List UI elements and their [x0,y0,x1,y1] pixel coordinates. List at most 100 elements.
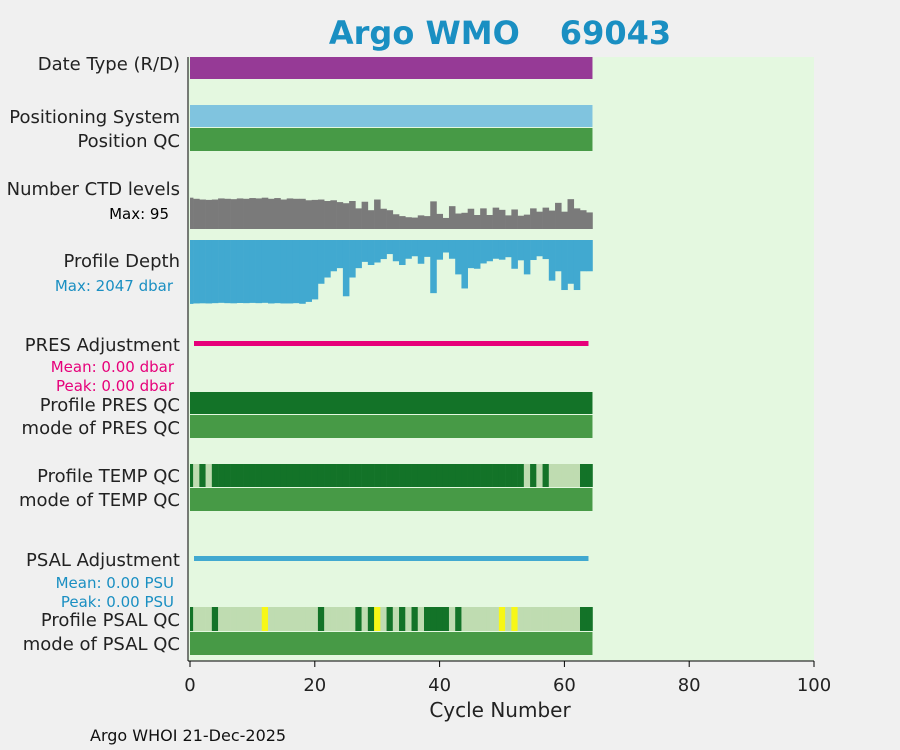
ctd-levels-bar [305,200,312,229]
row-label-mode-temp-qc: mode of TEMP QC [19,490,180,511]
profile-psal-qc-cell [261,607,269,631]
x-axis-ticks: 0 20 40 60 80 100 [184,661,831,696]
profile-depth-bar [480,240,487,264]
profile-depth-bar [349,240,356,278]
profile-temp-qc-cell [561,464,568,487]
x-tick-label: 0 [184,675,195,696]
ctd-levels-bar [355,208,362,229]
ctd-levels-bar [230,199,238,229]
row-label-profile-psal-qc: Profile PSAL QC [41,610,180,631]
profile-depth-bar [199,240,206,304]
profile-depth-bar [548,240,556,281]
psal-adjustment-line [194,556,589,561]
profile-temp-qc-cell [349,464,356,487]
ctd-levels-bar [424,216,431,229]
profile-depth-bar [586,240,593,272]
ctd-levels-bar [199,199,206,229]
profile-psal-qc-cell [542,607,550,631]
profile-psal-qc-cell [374,607,381,631]
row-label-mode-pres-qc: mode of PRES QC [22,418,180,439]
row-label-psal-adjustment: PSAL Adjustment [26,550,180,571]
profile-temp-qc-cell [330,464,337,487]
profile-temp-qc-cell [580,464,587,487]
profile-psal-qc-cell [523,607,531,631]
ctd-levels-bar [205,199,213,229]
ctd-levels-bar [292,198,300,229]
profile-depth-bar [361,240,369,262]
profile-depth-bar [461,240,468,289]
ctd-levels-bar [417,215,425,229]
profile-depth-bar [455,240,462,275]
ctd-levels-bar [324,201,331,229]
profile-temp-qc-cell [268,464,275,487]
mode-pres-qc-bar [190,415,593,438]
profile-temp-qc-cell [193,464,200,487]
row-label-number-ctd-levels: Number CTD levels [7,179,180,200]
profile-depth-bar [255,240,263,304]
chart-marks [190,57,593,655]
ctd-levels-bar [218,198,225,229]
row-label-date-type: Date Type (R/D) [38,54,180,75]
row-label-profile-pres-qc: Profile PRES QC [40,395,180,416]
profile-psal-qc-cell [342,607,350,631]
profile-temp-qc-cell [498,464,506,487]
stat-ctd-max: Max: 95 [109,205,169,223]
profile-psal-qc-cell [230,607,238,631]
row-label-position-qc: Position QC [77,131,180,152]
profile-psal-qc-cell [249,607,256,631]
ctd-levels-bar [586,212,593,229]
profile-temp-qc-cell [342,464,350,487]
profile-depth-bar [498,240,506,260]
ctd-levels-bar [268,198,275,229]
profile-depth-bar [330,240,337,272]
profile-psal-qc-cell [317,607,325,631]
profile-psal-qc-cell [455,607,462,631]
pres-adjustment-line [194,341,589,346]
profile-psal-qc-cell [530,607,537,631]
ctd-levels-bar [411,217,419,229]
ctd-levels-bar [530,208,537,229]
profile-psal-qc-cell [442,607,450,631]
ctd-levels-bar [455,213,462,229]
profile-temp-qc-cell [405,464,412,487]
profile-psal-qc-cell [336,607,344,631]
ctd-levels-bar [190,197,194,229]
profile-depth-bar [573,240,581,291]
profile-psal-qc-cell [467,607,475,631]
profile-temp-qc-cell [486,464,493,487]
profile-psal-qc-cell [555,607,562,631]
ctd-levels-bar [193,198,200,229]
profile-temp-qc-cell [542,464,550,487]
ctd-levels-bar [336,202,344,229]
ctd-levels-bar [473,215,481,229]
profile-temp-qc-cell [448,464,456,487]
ctd-levels-bar [542,207,550,229]
profile-temp-qc-cell [505,464,512,487]
profile-depth-bar [230,240,238,304]
row-label-positioning-system: Positioning System [9,107,180,128]
profile-depth-bar [305,240,312,302]
profile-depth-bar [355,240,362,269]
profile-temp-qc-cell [224,464,231,487]
profile-psal-qc-cell [299,607,306,631]
profile-depth-bar [299,240,306,304]
profile-depth-bar [561,240,568,291]
profile-psal-qc-cell [292,607,300,631]
profile-depth-bar [492,240,500,259]
profile-temp-qc-cell [442,464,450,487]
profile-temp-qc-cell [255,464,263,487]
profile-psal-qc-cell [361,607,369,631]
profile-psal-qc-cell [492,607,500,631]
profile-psal-qc-cell [380,607,387,631]
profile-depth-bar [417,240,425,264]
profile-depth-bar [523,240,531,275]
profile-temp-qc-cell [274,464,281,487]
profile-depth-bar [324,240,331,278]
profile-temp-qc-cell [492,464,500,487]
profile-temp-qc-cell [280,464,288,487]
ctd-levels-bar [580,210,587,229]
x-axis-label: Cycle Number [429,698,571,722]
ctd-levels-bar [399,216,406,229]
ctd-levels-bar [517,215,525,229]
profile-depth-bar [473,240,481,269]
